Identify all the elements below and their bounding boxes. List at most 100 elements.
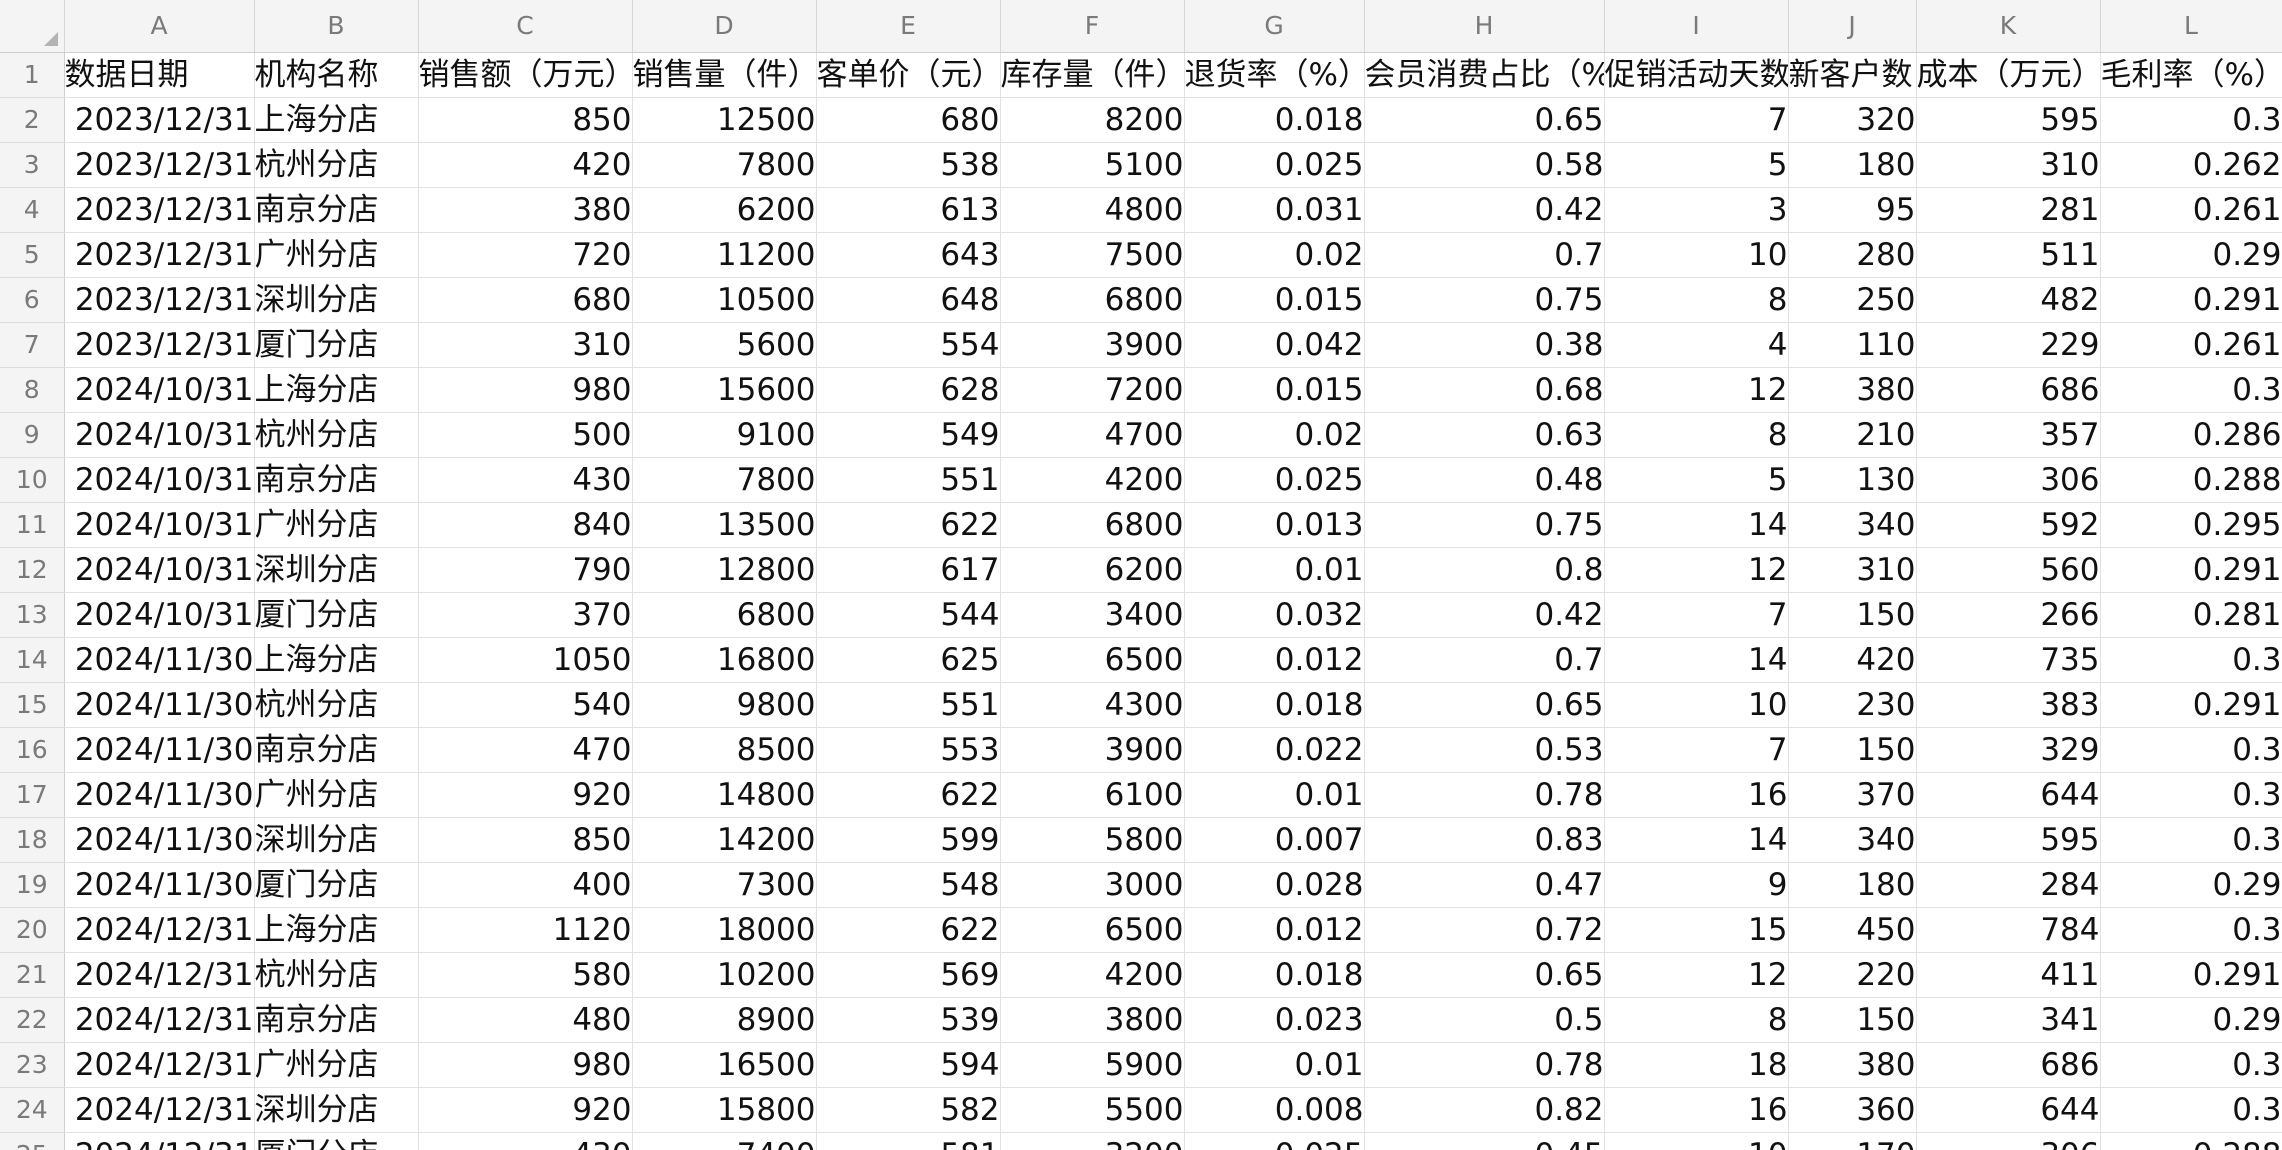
cell-a9[interactable]: 2024/10/31: [64, 412, 255, 458]
cell-f17[interactable]: 6100: [1000, 772, 1185, 818]
cell-a19[interactable]: 2024/11/30: [64, 862, 255, 908]
cell-j2[interactable]: 320: [1788, 97, 1917, 143]
cell-d7[interactable]: 5600: [632, 322, 817, 368]
cell-f24[interactable]: 5500: [1000, 1087, 1185, 1133]
cell-g23[interactable]: 0.01: [1184, 1042, 1365, 1088]
cell-d18[interactable]: 14200: [632, 817, 817, 863]
cell-h2[interactable]: 0.65: [1364, 97, 1605, 143]
cell-h9[interactable]: 0.63: [1364, 412, 1605, 458]
cell-g25[interactable]: 0.025: [1184, 1132, 1365, 1150]
cell-g9[interactable]: 0.02: [1184, 412, 1365, 458]
cell-f20[interactable]: 6500: [1000, 907, 1185, 953]
cell-l4[interactable]: 0.261: [2100, 187, 2282, 233]
cell-d21[interactable]: 10200: [632, 952, 817, 998]
cell-h18[interactable]: 0.83: [1364, 817, 1605, 863]
cell-h8[interactable]: 0.68: [1364, 367, 1605, 413]
cell-j13[interactable]: 150: [1788, 592, 1917, 638]
cell-h6[interactable]: 0.75: [1364, 277, 1605, 323]
cell-h23[interactable]: 0.78: [1364, 1042, 1605, 1088]
cell-i25[interactable]: 10: [1604, 1132, 1789, 1150]
cell-e17[interactable]: 622: [816, 772, 1001, 818]
cell-b16[interactable]: 南京分店: [254, 727, 419, 773]
cell-e3[interactable]: 538: [816, 142, 1001, 188]
cell-i5[interactable]: 10: [1604, 232, 1789, 278]
row-header-22[interactable]: 22: [0, 997, 65, 1043]
column-header-h[interactable]: H: [1364, 0, 1605, 53]
cell-d23[interactable]: 16500: [632, 1042, 817, 1088]
cell-j7[interactable]: 110: [1788, 322, 1917, 368]
cell-l5[interactable]: 0.29: [2100, 232, 2282, 278]
cell-g5[interactable]: 0.02: [1184, 232, 1365, 278]
cell-g3[interactable]: 0.025: [1184, 142, 1365, 188]
cell-k6[interactable]: 482: [1916, 277, 2101, 323]
cell-j20[interactable]: 450: [1788, 907, 1917, 953]
cell-j3[interactable]: 180: [1788, 142, 1917, 188]
row-header-10[interactable]: 10: [0, 457, 65, 503]
cell-g19[interactable]: 0.028: [1184, 862, 1365, 908]
cell-e11[interactable]: 622: [816, 502, 1001, 548]
row-header-5[interactable]: 5: [0, 232, 65, 278]
cell-b24[interactable]: 深圳分店: [254, 1087, 419, 1133]
cell-c6[interactable]: 680: [418, 277, 633, 323]
cell-l14[interactable]: 0.3: [2100, 637, 2282, 683]
cell-b2[interactable]: 上海分店: [254, 97, 419, 143]
cell-d13[interactable]: 6800: [632, 592, 817, 638]
cell-f12[interactable]: 6200: [1000, 547, 1185, 593]
cell-a10[interactable]: 2024/10/31: [64, 457, 255, 503]
cell-h14[interactable]: 0.7: [1364, 637, 1605, 683]
cell-h20[interactable]: 0.72: [1364, 907, 1605, 953]
header-cell[interactable]: 退货率（%）: [1184, 52, 1365, 98]
cell-i9[interactable]: 8: [1604, 412, 1789, 458]
cell-c10[interactable]: 430: [418, 457, 633, 503]
cell-c21[interactable]: 580: [418, 952, 633, 998]
cell-g21[interactable]: 0.018: [1184, 952, 1365, 998]
cell-c23[interactable]: 980: [418, 1042, 633, 1088]
cell-f9[interactable]: 4700: [1000, 412, 1185, 458]
cell-l19[interactable]: 0.29: [2100, 862, 2282, 908]
cell-c4[interactable]: 380: [418, 187, 633, 233]
cell-e4[interactable]: 613: [816, 187, 1001, 233]
cell-d19[interactable]: 7300: [632, 862, 817, 908]
cell-h4[interactable]: 0.42: [1364, 187, 1605, 233]
cell-a2[interactable]: 2023/12/31: [64, 97, 255, 143]
cell-e21[interactable]: 569: [816, 952, 1001, 998]
cell-a25[interactable]: 2024/12/31: [64, 1132, 255, 1150]
row-header-14[interactable]: 14: [0, 637, 65, 683]
cell-h3[interactable]: 0.58: [1364, 142, 1605, 188]
cell-h25[interactable]: 0.45: [1364, 1132, 1605, 1150]
cell-f25[interactable]: 3200: [1000, 1132, 1185, 1150]
cell-i12[interactable]: 12: [1604, 547, 1789, 593]
cell-d14[interactable]: 16800: [632, 637, 817, 683]
cell-d3[interactable]: 7800: [632, 142, 817, 188]
row-header-24[interactable]: 24: [0, 1087, 65, 1133]
cell-f19[interactable]: 3000: [1000, 862, 1185, 908]
row-header-11[interactable]: 11: [0, 502, 65, 548]
cell-h24[interactable]: 0.82: [1364, 1087, 1605, 1133]
cell-c12[interactable]: 790: [418, 547, 633, 593]
cell-c9[interactable]: 500: [418, 412, 633, 458]
cell-l21[interactable]: 0.291: [2100, 952, 2282, 998]
cell-d9[interactable]: 9100: [632, 412, 817, 458]
cell-j12[interactable]: 310: [1788, 547, 1917, 593]
cell-g12[interactable]: 0.01: [1184, 547, 1365, 593]
header-cell[interactable]: 客单价（元）: [816, 52, 1001, 98]
cell-a18[interactable]: 2024/11/30: [64, 817, 255, 863]
cell-l10[interactable]: 0.288: [2100, 457, 2282, 503]
cell-e19[interactable]: 548: [816, 862, 1001, 908]
cell-k7[interactable]: 229: [1916, 322, 2101, 368]
cell-d25[interactable]: 7400: [632, 1132, 817, 1150]
cell-i7[interactable]: 4: [1604, 322, 1789, 368]
cell-h7[interactable]: 0.38: [1364, 322, 1605, 368]
cell-i24[interactable]: 16: [1604, 1087, 1789, 1133]
column-header-k[interactable]: K: [1916, 0, 2101, 53]
cell-a12[interactable]: 2024/10/31: [64, 547, 255, 593]
cell-e22[interactable]: 539: [816, 997, 1001, 1043]
cell-a13[interactable]: 2024/10/31: [64, 592, 255, 638]
cell-b17[interactable]: 广州分店: [254, 772, 419, 818]
cell-k25[interactable]: 306: [1916, 1132, 2101, 1150]
cell-h12[interactable]: 0.8: [1364, 547, 1605, 593]
cell-f6[interactable]: 6800: [1000, 277, 1185, 323]
cell-k21[interactable]: 411: [1916, 952, 2101, 998]
cell-j17[interactable]: 370: [1788, 772, 1917, 818]
header-cell[interactable]: 促销活动天数: [1604, 52, 1789, 98]
